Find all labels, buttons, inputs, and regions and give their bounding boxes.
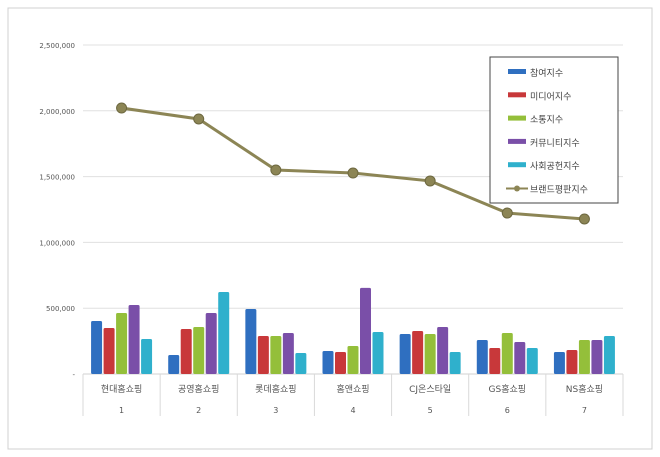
- bar-1: [399, 333, 411, 374]
- bar-1: [476, 340, 488, 374]
- bar-3: [501, 332, 513, 374]
- bar-4: [128, 305, 140, 374]
- bar-3: [116, 312, 128, 374]
- bar-5: [295, 352, 307, 374]
- bar-2: [566, 350, 578, 374]
- bar-3: [347, 345, 359, 374]
- legend-label: 소통지수: [530, 115, 563, 126]
- bar-5: [141, 338, 153, 374]
- line-point: [501, 207, 513, 219]
- bar-4: [360, 287, 371, 374]
- bar-1: [168, 355, 180, 374]
- bar-1: [322, 350, 334, 374]
- bar-5: [372, 332, 384, 374]
- bar-4: [514, 342, 526, 374]
- bar-1: [91, 320, 103, 374]
- bar-3: [424, 333, 436, 374]
- legend-swatch: [508, 138, 526, 144]
- bar-2: [489, 347, 501, 374]
- bar-5: [603, 335, 615, 374]
- bar-2: [180, 328, 192, 374]
- bar-1: [245, 308, 257, 374]
- legend-swatch: [508, 92, 526, 98]
- line-point: [270, 164, 282, 176]
- bar-3: [193, 327, 205, 374]
- bar-2: [103, 327, 115, 374]
- y-tick-label: 2,000,000: [39, 108, 75, 116]
- legend-marker: [514, 185, 520, 192]
- line-point: [193, 113, 205, 125]
- rank-label: 1: [119, 406, 124, 415]
- legend-swatch: [508, 115, 526, 121]
- bar-3: [270, 335, 282, 374]
- rank-label: 5: [428, 406, 433, 415]
- y-tick-label: 2,500,000: [39, 42, 75, 50]
- line-point: [578, 213, 590, 225]
- rank-label: 3: [273, 406, 278, 415]
- bar-4: [591, 340, 603, 374]
- y-tick-label: 1,500,000: [39, 174, 75, 182]
- category-label: 현대홈쇼핑: [101, 383, 142, 395]
- legend-swatch: [508, 69, 526, 74]
- legend-label: 사회공헌지수: [530, 161, 580, 172]
- category-label: 홈앤쇼핑: [336, 383, 369, 395]
- rank-label: 6: [505, 406, 510, 415]
- legend-label: 미디어지수: [530, 91, 571, 102]
- line-point: [424, 175, 436, 187]
- bar-2: [412, 330, 424, 374]
- legend-box: [489, 56, 619, 204]
- category-label: CJ온스타일: [409, 384, 451, 395]
- bar-5: [449, 352, 461, 374]
- rank-label: 4: [350, 406, 355, 415]
- rank-label: 2: [196, 406, 201, 415]
- category-label: GS홈쇼핑: [489, 383, 527, 395]
- y-tick-label: 1,000,000: [39, 239, 75, 247]
- bar-4: [282, 332, 294, 374]
- rank-label: 7: [582, 406, 587, 415]
- bar-3: [578, 340, 590, 374]
- bar-4: [205, 312, 217, 374]
- y-tick-label: 500,000: [46, 305, 75, 313]
- bar-4: [437, 327, 449, 374]
- legend-label: 브랜드평판지수: [530, 185, 588, 196]
- bar-5: [526, 347, 538, 374]
- category-label: 롯데홈쇼핑: [255, 383, 296, 395]
- bar-5: [218, 292, 230, 374]
- bar-2: [257, 335, 269, 374]
- legend-swatch: [508, 162, 526, 168]
- bar-2: [335, 352, 346, 374]
- line-point: [347, 167, 359, 179]
- category-label: NS홈쇼핑: [566, 383, 603, 395]
- bar-1: [553, 352, 565, 374]
- category-label: 공영홈쇼핑: [178, 383, 219, 395]
- line-point: [116, 102, 128, 114]
- legend-label: 참여지수: [530, 67, 563, 79]
- y-tick-label: -: [72, 371, 75, 379]
- legend-label: 커뮤니티지수: [530, 138, 580, 149]
